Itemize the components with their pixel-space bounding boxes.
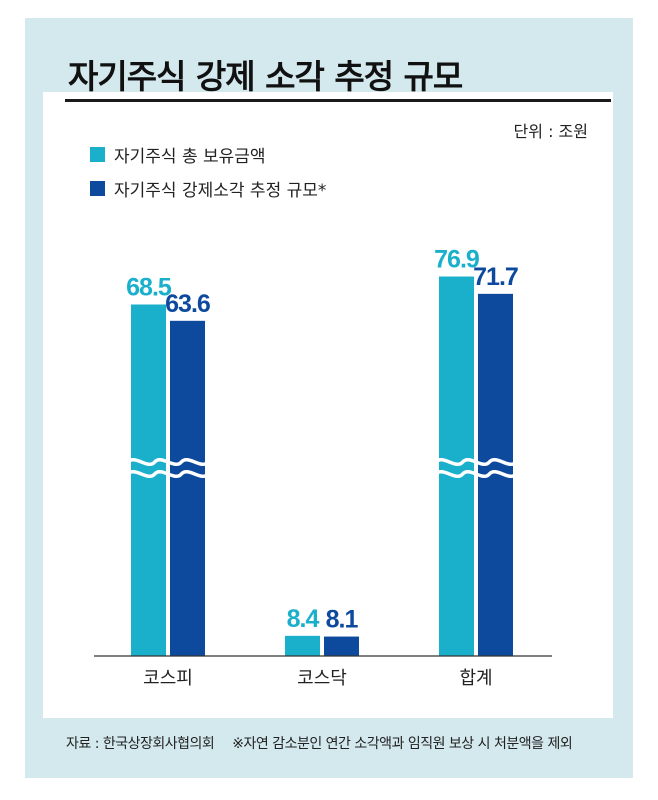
data-label: 8.4 xyxy=(287,605,320,633)
bar xyxy=(131,304,166,656)
data-label: 8.1 xyxy=(326,606,359,634)
chart-title: 자기주식 강제 소각 추정 규모 xyxy=(68,57,463,96)
legend-item-holdings: 자기주식 총 보유금액 xyxy=(90,143,266,167)
data-label: 71.7 xyxy=(473,263,518,291)
axis-break-mark xyxy=(434,458,518,478)
legend-swatch-holdings xyxy=(90,146,105,162)
title-rule xyxy=(65,99,611,102)
source-label: 자료 : 한국상장회사협의회 xyxy=(66,736,215,752)
unit-label: 단위 : 조원 xyxy=(513,122,588,141)
axis-break-mark xyxy=(126,458,210,478)
bar xyxy=(170,320,205,656)
legend-label-cancellation: 자기주식 강제소각 추정 규모* xyxy=(114,180,327,201)
bar xyxy=(285,635,320,656)
bar xyxy=(324,636,359,656)
legend-item-cancellation: 자기주식 강제소각 추정 규모* xyxy=(90,177,327,201)
data-label: 68.5 xyxy=(126,273,172,301)
category-label: 코스피 xyxy=(143,668,193,689)
category-label: 코스닥 xyxy=(297,668,347,689)
source-note: 자료 : 한국상장회사협의회 ※자연 감소분인 연간 소각액과 임직원 보상 시… xyxy=(66,733,573,753)
category-label: 합계 xyxy=(459,668,492,689)
legend-swatch-cancellation xyxy=(90,180,105,196)
bar xyxy=(439,276,474,656)
footnote: ※자연 감소분인 연간 소각액과 임직원 보상 시 처분액을 제외 xyxy=(232,736,573,752)
legend-label-holdings: 자기주식 총 보유금액 xyxy=(114,146,266,167)
data-label: 63.6 xyxy=(165,290,210,318)
data-label: 76.9 xyxy=(434,246,479,274)
